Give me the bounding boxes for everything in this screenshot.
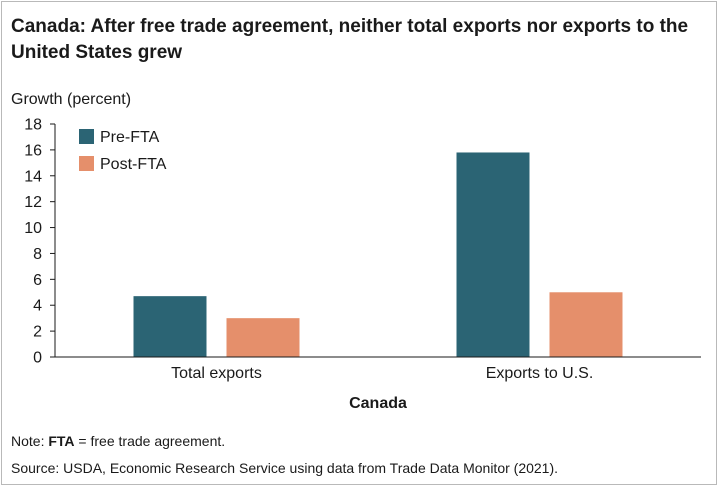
note-prefix: Note: (11, 433, 49, 449)
y-axis-label: Growth (percent) (11, 91, 131, 108)
bars-group (133, 152, 623, 357)
y-tick-label: 16 (24, 142, 42, 159)
bar-post-fta (549, 292, 623, 357)
legend-swatch (79, 156, 94, 171)
legend-label: Post-FTA (100, 156, 167, 173)
x-category-label: Total exports (171, 365, 262, 382)
bar-post-fta (226, 318, 300, 357)
note-term: FTA (48, 433, 75, 449)
chart-title: Canada: After free trade agreement, neit… (11, 16, 689, 63)
y-tick-label: 0 (33, 350, 42, 367)
bar-pre-fta (133, 296, 207, 357)
x-category-label: Exports to U.S. (486, 365, 594, 382)
y-tick-label: 2 (33, 324, 42, 341)
y-tick-label: 6 (33, 272, 42, 289)
y-tick-label: 10 (24, 220, 42, 237)
x-axis-categories: Total exports Exports to U.S. (171, 365, 593, 382)
source-line: Source: USDA, Economic Research Service … (11, 460, 559, 476)
notes: Note: FTA = free trade agreement. Source… (11, 428, 711, 482)
legend-label: Pre-FTA (100, 129, 160, 146)
y-axis-ticks: 0 2 4 6 8 10 12 14 16 18 (24, 117, 55, 367)
y-tick-label: 18 (24, 117, 42, 134)
bar-pre-fta (456, 152, 530, 357)
note-line: Note: FTA = free trade agreement. (11, 428, 711, 455)
y-tick-label: 14 (24, 168, 42, 185)
legend-swatch (79, 129, 94, 144)
legend: Pre-FTA Post-FTA (79, 129, 167, 173)
x-axis-label: Canada (349, 395, 407, 412)
note-definition: = free trade agreement. (74, 433, 226, 449)
y-tick-label: 4 (33, 298, 42, 315)
y-tick-label: 12 (24, 194, 42, 211)
y-tick-label: 8 (33, 246, 42, 263)
